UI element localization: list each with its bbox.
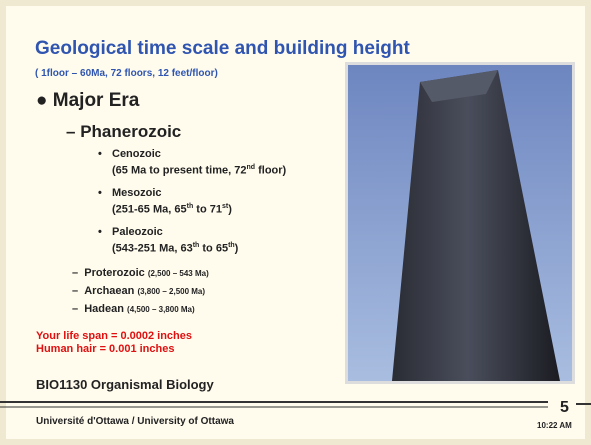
page-number: 5 [560,399,569,417]
slide: Geological time scale and building heigh… [0,0,591,445]
course: BIO1130 Organismal Biology [36,377,214,392]
footer: Université d'Ottawa / University of Otta… [36,416,234,427]
time: 10:22 AM [537,421,572,430]
